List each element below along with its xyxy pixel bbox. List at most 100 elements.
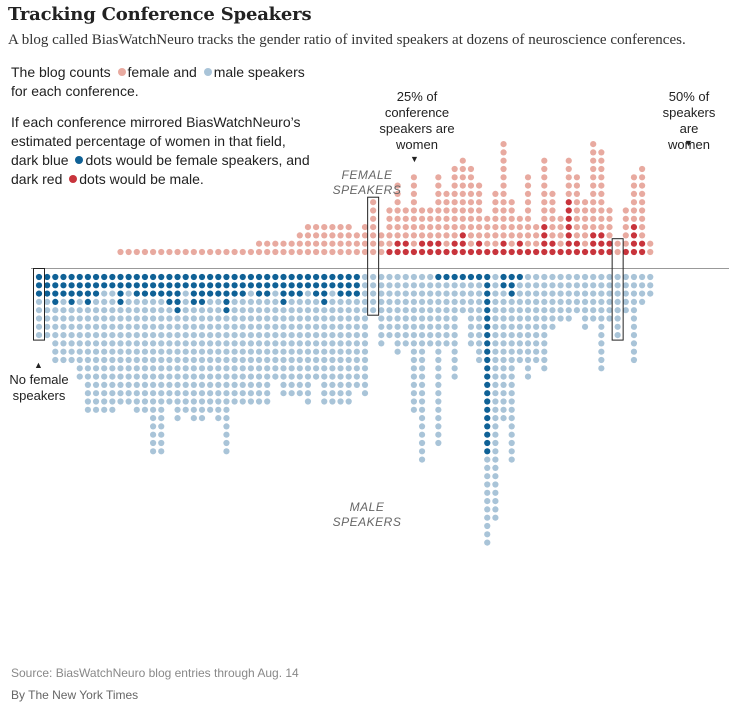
male-dot [337,282,344,289]
male-dot [484,539,491,546]
male-dot [484,531,491,538]
male-dot [272,282,279,289]
female-dot [573,190,581,197]
arrow-no-female: ▲ [34,360,43,370]
male-dot [223,290,230,297]
male-dot [158,381,165,388]
male-dot [84,298,91,305]
male-dot [524,332,532,339]
female-dot [150,248,157,256]
female-dot [476,215,483,222]
male-dot [264,282,271,289]
female-dot [573,174,581,181]
male-dot [516,307,523,314]
male-dot [492,390,499,397]
male-dot [533,290,540,297]
male-dot [166,390,173,397]
female-dot [370,215,377,222]
female-dot [622,240,629,247]
male-dot [255,381,263,388]
female-dot [541,190,548,197]
female-dot [639,224,646,231]
male-dot [296,282,303,289]
male-dot [370,307,377,314]
male-dot [337,373,344,380]
male-dot [296,307,303,314]
male-dot [109,332,116,339]
female-dot [516,224,523,231]
female-dot [484,224,491,231]
female-dot [402,224,409,231]
male-dot [174,273,181,281]
male-dot [451,373,458,380]
male-dot [516,348,523,355]
male-dot [141,290,149,297]
male-dot [60,332,67,339]
male-dot [451,348,458,355]
female-dot [622,207,629,214]
male-dot [76,332,83,339]
male-dot [492,273,499,281]
male-dot [239,365,246,372]
male-dot [378,315,385,322]
female-dot [500,149,507,156]
female-dot [427,240,434,247]
female-dot [443,215,450,222]
male-dot [109,390,116,397]
male-dot [84,290,91,297]
male-dot [288,340,295,347]
male-dot [158,282,165,289]
male-dot [296,315,303,322]
female-dot [590,207,597,214]
female-dot [394,248,401,256]
male-dot [288,315,295,322]
female-dot [606,215,613,222]
male-dot [101,315,108,322]
male-dot [516,273,523,281]
male-dot [141,315,149,322]
male-dot [141,398,149,405]
male-dot [84,273,91,281]
female-dot [565,199,572,206]
female-dot [549,224,556,231]
male-dot [223,323,230,330]
female-dot [370,232,377,239]
female-dot [435,215,442,222]
male-dot [418,415,426,422]
male-dot [198,332,206,339]
female-dot [288,240,295,247]
male-dot [109,290,116,297]
male-dot [337,290,344,297]
male-dot [418,398,426,405]
male-dot [614,273,621,281]
male-dot [247,365,254,372]
male-dot [321,273,328,281]
female-dot [353,248,360,256]
female-dot [451,215,458,222]
female-dot [598,215,605,222]
male-dot-swatch [203,68,212,76]
male-dot [394,348,401,355]
male-dot [101,348,108,355]
male-dot [581,315,589,322]
male-dot [215,406,222,413]
female-dot [565,215,572,222]
male-dot [247,298,254,305]
female-dot [418,207,426,214]
male-dot [394,340,401,347]
female-dot [280,248,287,256]
male-dot [296,381,303,388]
male-dot [508,456,515,463]
male-dot [492,332,499,339]
male-dot [174,356,181,364]
male-dot [353,323,360,330]
male-dot [492,439,499,447]
legend-text-3: male speakers for each conference. [11,64,305,99]
male-dot [109,323,116,330]
female-dot [524,240,532,247]
female-dot [557,224,564,231]
female-dot [386,240,393,247]
male-dot [190,415,197,422]
male-dot [630,332,638,339]
female-dot [239,248,246,256]
